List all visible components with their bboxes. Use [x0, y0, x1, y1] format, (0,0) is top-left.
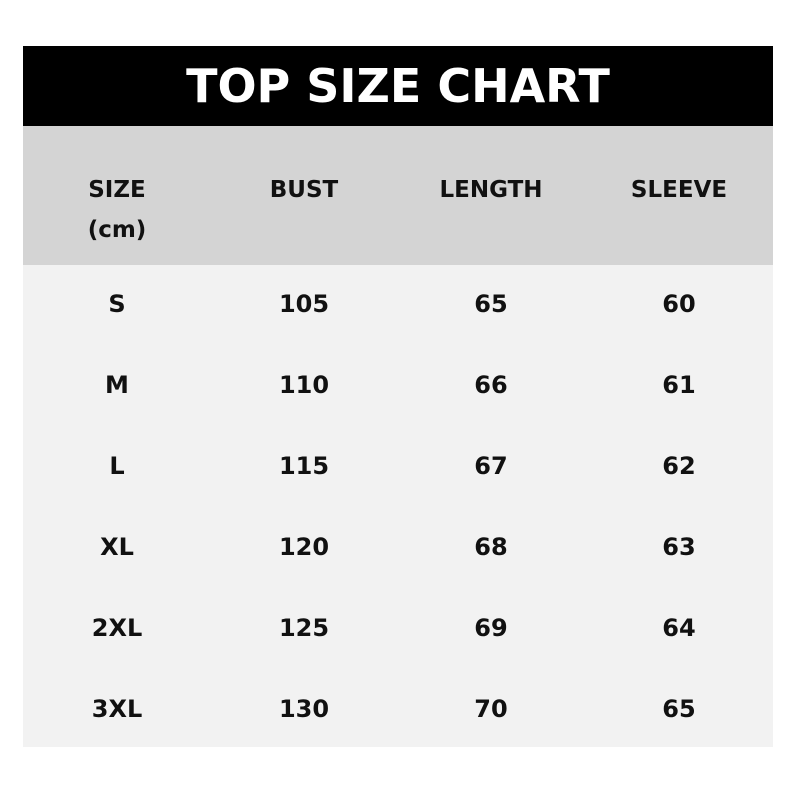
cell-size: M: [105, 371, 129, 399]
cell-bust: 105: [278, 290, 330, 318]
cell-sleeve: 65: [662, 695, 696, 723]
cell-sleeve: 64: [662, 614, 696, 642]
header-bust: BUST: [269, 177, 339, 203]
table-row: S 105 65 60: [23, 284, 773, 324]
cell-length: 68: [474, 533, 508, 561]
table-row: L 115 67 62: [23, 446, 773, 486]
cell-bust: 110: [278, 371, 330, 399]
cell-size: 3XL: [91, 695, 143, 723]
cell-size: S: [108, 290, 126, 318]
cell-length: 70: [474, 695, 508, 723]
cell-length: 67: [474, 452, 508, 480]
cell-bust: 115: [278, 452, 330, 480]
cell-sleeve: 60: [662, 290, 696, 318]
header-size-label: SIZE: [88, 177, 146, 203]
table-body: S 105 65 60 M 110 66 61 L 115 67 62 XL 120 68 63 2XL 125 6…: [23, 265, 773, 747]
header-sleeve: SLEEVE: [630, 177, 728, 203]
table-row: 3XL 130 70 65: [23, 689, 773, 729]
table-row: M 110 66 61: [23, 365, 773, 405]
cell-size: L: [109, 452, 125, 480]
table-header: SIZE (cm) BUST LENGTH SLEEVE: [23, 126, 773, 265]
cell-size: 2XL: [91, 614, 143, 642]
cell-bust: 120: [278, 533, 330, 561]
cell-length: 66: [474, 371, 508, 399]
table-row: XL 120 68 63: [23, 527, 773, 567]
cell-length: 65: [474, 290, 508, 318]
header-size-unit: (cm): [87, 217, 147, 243]
cell-sleeve: 63: [662, 533, 696, 561]
cell-size: XL: [100, 533, 134, 561]
chart-title: TOP SIZE CHART: [23, 46, 773, 126]
cell-sleeve: 62: [662, 452, 696, 480]
header-length: LENGTH: [439, 177, 543, 203]
cell-sleeve: 61: [662, 371, 696, 399]
cell-length: 69: [474, 614, 508, 642]
cell-bust: 125: [278, 614, 330, 642]
cell-bust: 130: [278, 695, 330, 723]
header-size: SIZE (cm): [23, 170, 211, 250]
table-row: 2XL 125 69 64: [23, 608, 773, 648]
